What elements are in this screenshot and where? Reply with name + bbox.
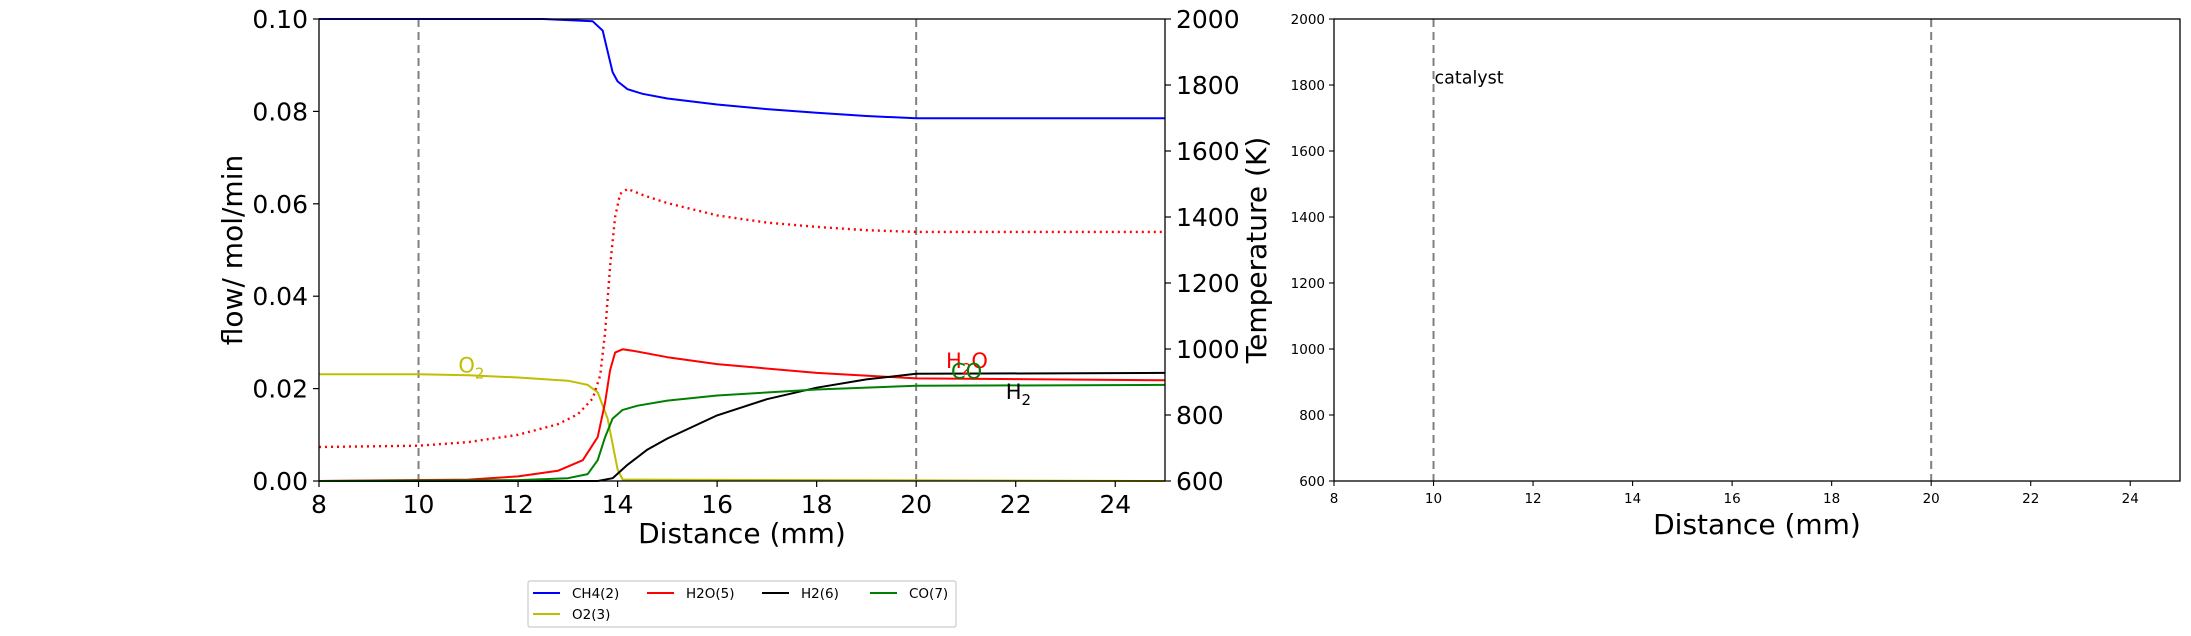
y2-tick-label: 1400: [1176, 203, 1240, 232]
y-tick-label: 1600: [1291, 144, 1325, 160]
y-tick-label: 0.10: [252, 5, 308, 34]
x-tick-label: 14: [1624, 491, 1641, 507]
y-tick-label: 2000: [1291, 12, 1325, 28]
series-line-co7: [318, 383, 1166, 482]
series-annotation: O2: [458, 353, 484, 382]
legend-label: CO(7): [909, 586, 948, 602]
series-annotation: H2O: [946, 349, 988, 378]
x-tick-label: 8: [1330, 491, 1339, 507]
y-tick-label: 1800: [1291, 78, 1325, 94]
y-axis-label: flow/ mol/min: [216, 155, 249, 345]
series-line-h26: [319, 371, 1166, 482]
x-tick-label: 20: [900, 490, 932, 519]
y-tick-label: 600: [1299, 474, 1325, 490]
y2-tick-label: 1800: [1176, 71, 1240, 100]
y-tick-label: 0.08: [252, 97, 308, 126]
y-tick-label: 1400: [1291, 210, 1325, 226]
plot-frame: [318, 18, 1166, 482]
y2-tick-label: 800: [1176, 401, 1224, 430]
x-tick-label: 18: [801, 490, 833, 519]
series-line-h2o5: [318, 348, 1166, 482]
x-tick-label: 20: [1923, 491, 1940, 507]
chart-secondary: 8 10 12 14 16 18 20 22 24 600 800 1000 1200 1400 1600 1…: [1291, 12, 2181, 541]
legend-label: CH4(2): [572, 586, 619, 602]
legend-box: [527, 580, 957, 628]
y-tick-label: 800: [1299, 408, 1325, 424]
x-tick-label: 12: [502, 490, 534, 519]
x-tick-label: 8: [311, 490, 327, 519]
y-tick-label: 1200: [1291, 276, 1325, 292]
legend-label: O2(3): [572, 607, 610, 623]
x-tick-label: 18: [1823, 491, 1840, 507]
plot-frame: [1333, 18, 2181, 482]
x-tick-label: 16: [701, 490, 733, 519]
y2-tick-label: 2000: [1176, 5, 1240, 34]
y-tick-label: 0.00: [252, 467, 308, 496]
series-line-temperature: [318, 187, 1165, 449]
y2-tick-label: 1600: [1176, 137, 1240, 166]
x-tick-label: 10: [1425, 491, 1442, 507]
legend-label: H2O(5): [686, 586, 735, 602]
y-tick-label: 0.02: [252, 375, 308, 404]
chart-main: 8 10 12 14 16 18 20 22 24 0.00 0.02 0.04 0.06 0.08 0.1…: [216, 5, 1273, 550]
y2-axis-label: Temperature (K): [1240, 137, 1273, 364]
x-tick-label: 24: [2122, 491, 2139, 507]
y-tick-label: 0.06: [252, 190, 308, 219]
catalyst-annotation: catalyst: [1435, 68, 1504, 88]
x-tick-label: 22: [1000, 490, 1032, 519]
x-tick-label: 12: [1524, 491, 1541, 507]
series-line-o23: [319, 373, 1166, 482]
series-annotation: H2: [1006, 380, 1031, 409]
legend: CH4(2) H2O(5) H2(6) CO(7) O2(3): [527, 580, 957, 628]
x-tick-label: 22: [2022, 491, 2039, 507]
x-axis-label: Distance (mm): [638, 517, 846, 550]
y2-tick-label: 1200: [1176, 269, 1240, 298]
y-tick-label: 0.04: [252, 282, 308, 311]
x-tick-label: 24: [1099, 490, 1131, 519]
x-tick-label: 10: [403, 490, 435, 519]
x-axis-label: Distance (mm): [1653, 508, 1861, 541]
y2-tick-label: 600: [1176, 467, 1224, 496]
legend-label: H2(6): [801, 586, 839, 602]
x-tick-label: 16: [1724, 491, 1741, 507]
series-annotation: CO: [951, 359, 982, 383]
x-tick-label: 14: [602, 490, 634, 519]
y-tick-label: 1000: [1291, 342, 1325, 358]
series-line-ch42: [319, 18, 1165, 120]
y2-tick-label: 1000: [1176, 335, 1240, 364]
